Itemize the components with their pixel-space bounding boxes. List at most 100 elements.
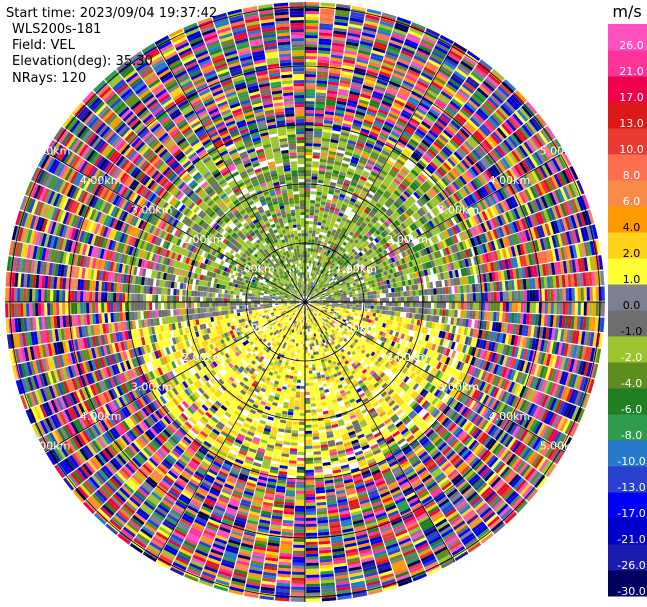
velocity-cell xyxy=(353,116,364,122)
velocity-cell xyxy=(343,59,356,65)
velocity-cell xyxy=(351,81,363,88)
velocity-cell xyxy=(317,59,330,64)
velocity-cell xyxy=(382,97,394,105)
velocity-cell xyxy=(417,104,429,113)
velocity-cell xyxy=(376,79,388,86)
velocity-cell xyxy=(305,149,313,153)
velocity-cell xyxy=(520,290,524,302)
velocity-cell xyxy=(322,264,326,269)
velocity-cell xyxy=(330,139,339,144)
velocity-cell xyxy=(305,176,312,180)
velocity-cell xyxy=(337,303,341,306)
velocity-cell xyxy=(336,103,346,109)
velocity-cell xyxy=(322,235,326,240)
velocity-cell xyxy=(334,303,338,306)
velocity-cell xyxy=(316,83,327,88)
velocity-cell xyxy=(306,266,309,270)
velocity-cell xyxy=(305,200,310,204)
velocity-cell xyxy=(448,78,461,88)
velocity-cell xyxy=(313,290,316,294)
velocity-cell xyxy=(339,209,345,215)
velocity-cell xyxy=(433,48,447,58)
velocity-cell xyxy=(324,272,328,277)
velocity-cell xyxy=(403,296,407,302)
velocity-cell xyxy=(381,100,392,108)
velocity-cell xyxy=(337,235,343,240)
velocity-cell xyxy=(339,257,343,262)
velocity-cell xyxy=(310,248,314,252)
velocity-cell xyxy=(410,153,420,162)
velocity-cell xyxy=(309,257,312,261)
velocity-cell xyxy=(388,112,399,120)
velocity-cell xyxy=(363,235,369,241)
velocity-cell xyxy=(359,224,366,230)
velocity-cell xyxy=(312,289,315,293)
velocity-cell xyxy=(484,302,488,311)
velocity-cell xyxy=(369,173,377,180)
velocity-cell xyxy=(340,76,352,82)
velocity-cell xyxy=(400,49,414,58)
velocity-cell xyxy=(362,200,369,207)
velocity-cell xyxy=(450,75,463,86)
velocity-cell xyxy=(382,310,386,315)
velocity-cell xyxy=(337,305,341,308)
velocity-cell xyxy=(317,68,329,73)
velocity-cell xyxy=(325,299,329,301)
velocity-cell xyxy=(321,222,326,227)
velocity-cell xyxy=(397,306,401,312)
velocity-cell xyxy=(363,81,375,88)
velocity-cell xyxy=(402,166,411,174)
velocity-cell xyxy=(398,55,412,64)
velocity-cell xyxy=(466,310,470,319)
velocity-cell xyxy=(355,307,359,311)
velocity-cell xyxy=(370,305,374,309)
velocity-cell xyxy=(367,159,376,166)
velocity-cell xyxy=(308,239,312,243)
velocity-cell xyxy=(309,278,312,282)
velocity-cell xyxy=(423,66,436,76)
velocity-cell xyxy=(354,312,358,316)
velocity-cell xyxy=(331,298,335,301)
velocity-cell xyxy=(437,95,449,105)
velocity-cell xyxy=(317,275,320,279)
velocity-cell xyxy=(308,291,311,294)
velocity-cell xyxy=(350,229,356,234)
velocity-cell xyxy=(433,302,437,309)
velocity-cell xyxy=(311,257,315,261)
velocity-cell xyxy=(324,226,329,231)
velocity-cell xyxy=(451,294,455,302)
velocity-cell xyxy=(463,302,467,310)
velocity-cell xyxy=(376,294,380,298)
velocity-cell xyxy=(426,61,439,71)
velocity-cell xyxy=(460,293,464,302)
velocity-cell xyxy=(323,258,327,262)
velocity-cell xyxy=(305,35,318,39)
velocity-cell xyxy=(393,28,408,36)
velocity-cell xyxy=(480,82,493,94)
velocity-cell xyxy=(345,44,359,50)
velocity-cell xyxy=(447,80,460,91)
velocity-cell xyxy=(323,214,328,218)
velocity-cell xyxy=(390,151,400,159)
velocity-cell xyxy=(394,306,398,312)
velocity-cell xyxy=(369,228,375,234)
velocity-cell xyxy=(332,33,347,39)
velocity-cell xyxy=(313,128,323,132)
velocity-cell xyxy=(453,95,465,106)
velocity-cell xyxy=(393,146,403,154)
velocity-cell xyxy=(348,246,353,251)
velocity-cell xyxy=(323,276,327,280)
velocity-cell xyxy=(345,219,352,224)
velocity-cell xyxy=(314,125,323,129)
velocity-cell xyxy=(440,112,452,122)
velocity-cell xyxy=(435,154,445,164)
velocity-cell xyxy=(327,156,335,161)
velocity-cell xyxy=(305,173,312,177)
velocity-cell xyxy=(378,26,392,34)
velocity-cell xyxy=(342,241,348,246)
velocity-cell xyxy=(382,147,392,154)
velocity-cell xyxy=(355,186,362,193)
velocity-cell xyxy=(316,264,319,269)
velocity-cell xyxy=(412,307,416,314)
velocity-cell xyxy=(345,255,350,260)
